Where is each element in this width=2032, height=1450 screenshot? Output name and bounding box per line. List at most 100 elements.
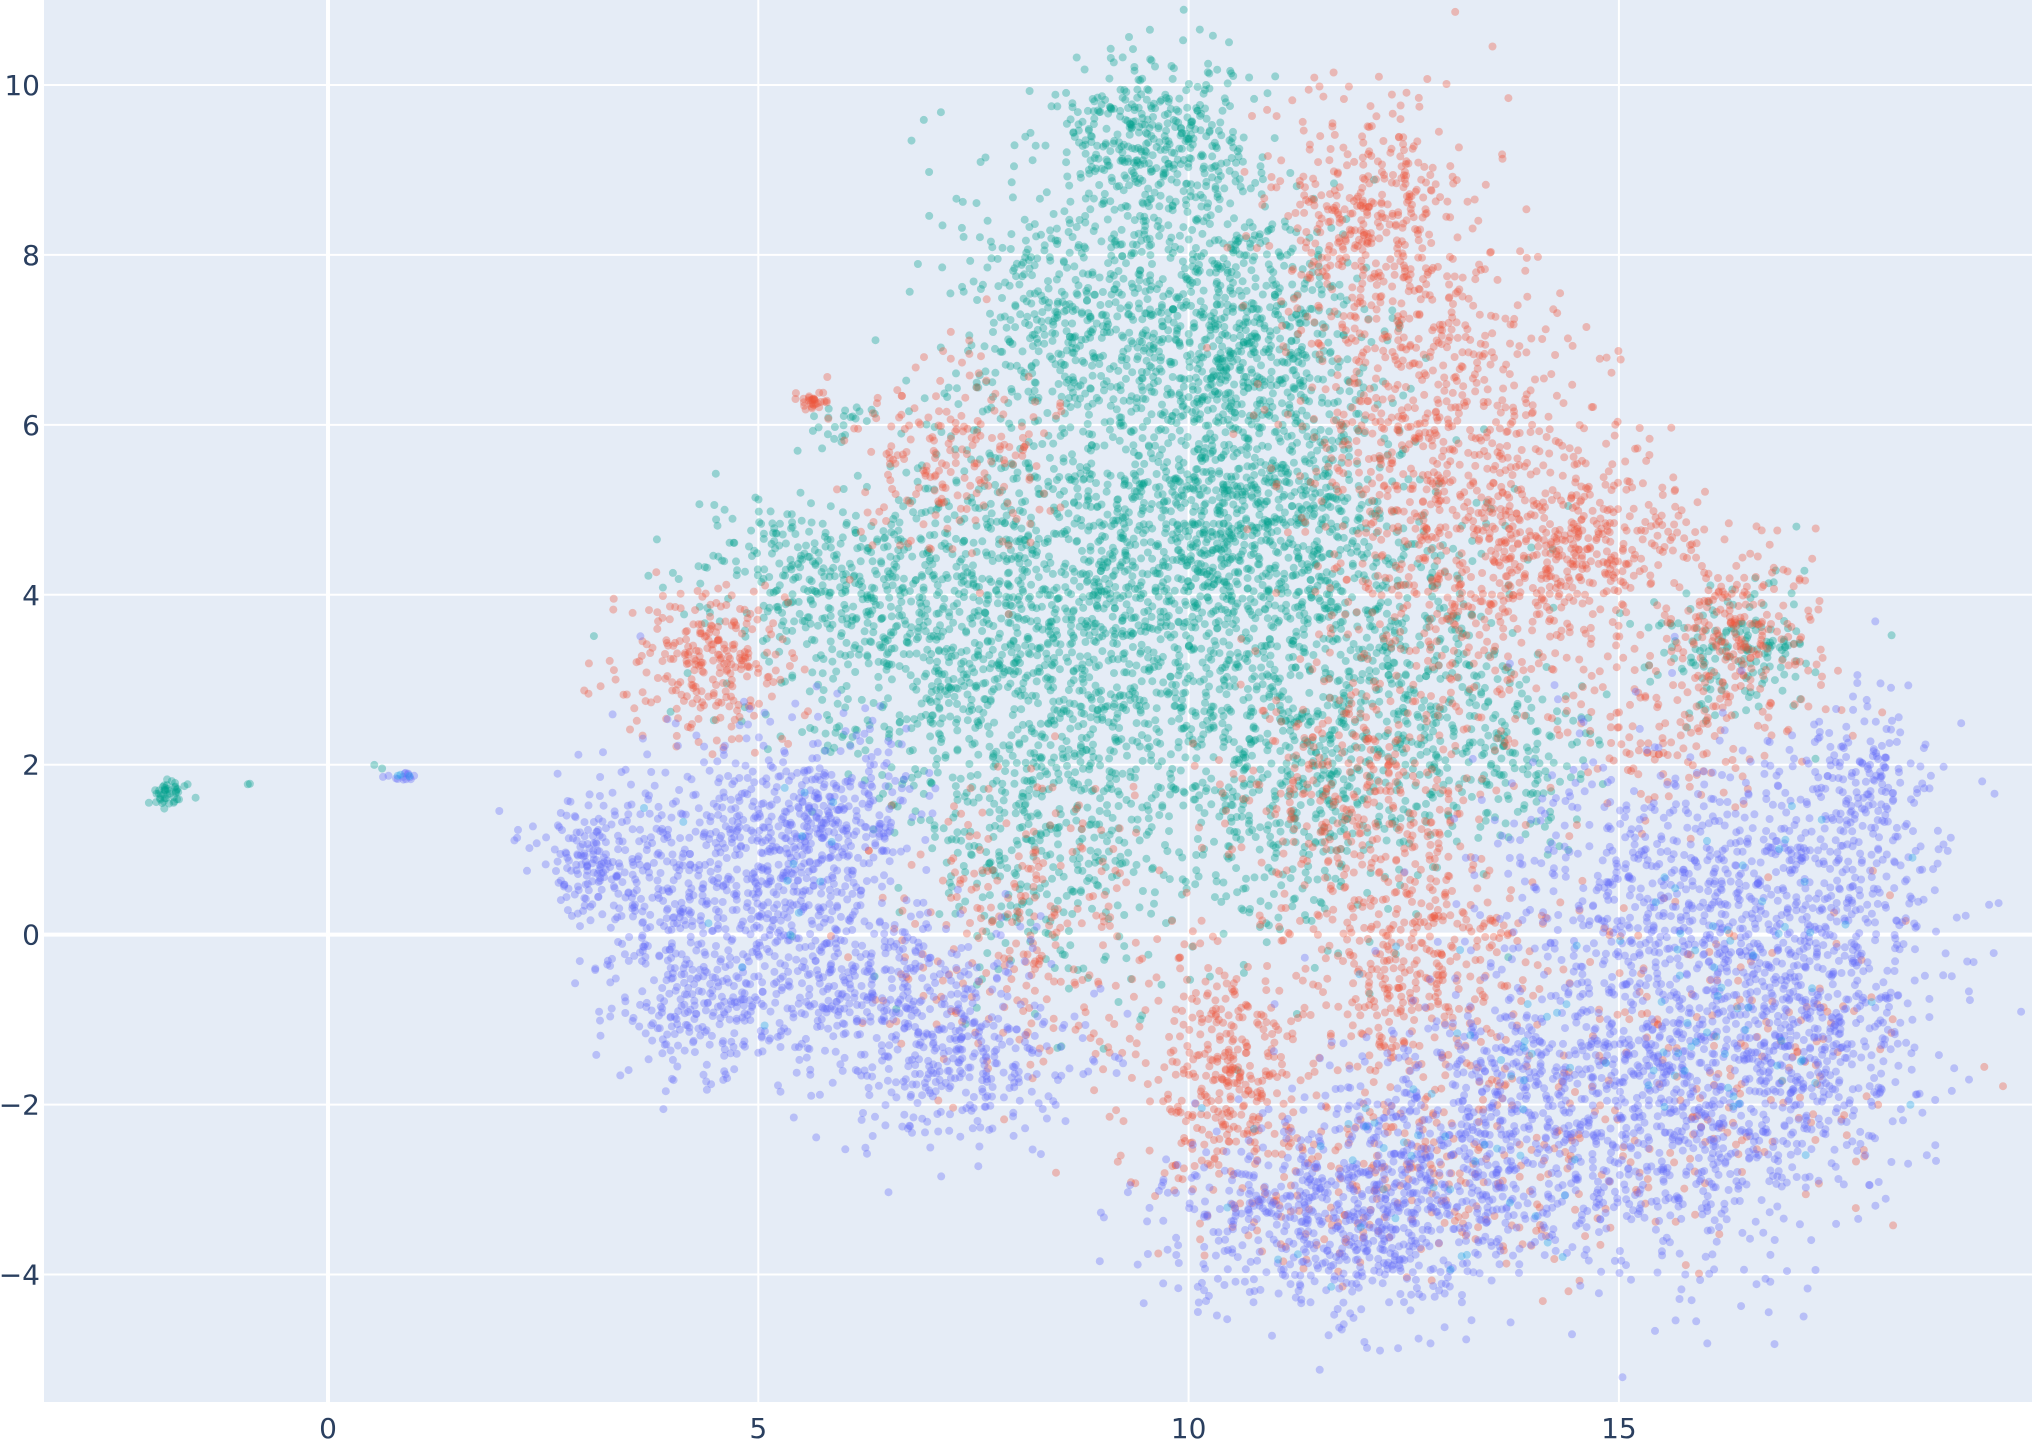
data-point [1305, 688, 1314, 697]
data-point [1109, 702, 1118, 711]
data-point [1270, 134, 1279, 143]
data-point [1290, 354, 1298, 363]
data-point [1110, 285, 1119, 294]
data-point [1221, 620, 1230, 629]
data-point [1357, 333, 1366, 342]
data-point [1221, 447, 1230, 456]
data-point [652, 535, 661, 544]
data-point [1177, 124, 1186, 133]
data-point [1229, 349, 1238, 358]
data-point [1068, 319, 1077, 328]
data-point [695, 500, 704, 509]
data-point [1104, 109, 1113, 118]
data-point [1159, 292, 1168, 301]
data-point [1265, 537, 1274, 546]
data-point [1290, 736, 1299, 745]
data-point [1088, 904, 1096, 913]
data-point [1146, 55, 1155, 64]
data-point [818, 581, 827, 590]
data-point [1055, 490, 1064, 499]
data-point [808, 668, 817, 677]
data-point [1106, 147, 1115, 156]
data-point [1169, 160, 1178, 169]
data-point [1125, 301, 1134, 310]
data-point [1199, 568, 1208, 576]
data-point [1235, 325, 1244, 334]
data-point [1190, 319, 1198, 328]
data-point [1105, 364, 1114, 373]
data-point [1163, 630, 1172, 639]
data-point [1231, 408, 1239, 417]
data-point [1163, 384, 1172, 393]
data-point [1343, 355, 1352, 364]
data-point [998, 517, 1007, 526]
data-point [1103, 157, 1112, 166]
data-point [1181, 753, 1190, 762]
data-point [1309, 456, 1318, 465]
data-point [1263, 497, 1272, 506]
data-point [1061, 319, 1070, 328]
data-point [883, 662, 892, 671]
data-point [1213, 624, 1222, 632]
data-point [912, 649, 921, 658]
data-point [1114, 366, 1123, 375]
data-point [1210, 259, 1219, 268]
data-point [1136, 266, 1144, 275]
data-point [1170, 599, 1179, 608]
data-point [1044, 303, 1053, 312]
data-point [1061, 559, 1070, 568]
data-point [1220, 184, 1229, 193]
data-point [1285, 404, 1294, 412]
data-point [1205, 321, 1214, 330]
data-point [1179, 36, 1188, 45]
data-point [1125, 119, 1134, 128]
data-point [1166, 672, 1175, 681]
data-point [1256, 162, 1265, 171]
data-point [985, 575, 994, 584]
data-point [1188, 278, 1197, 287]
data-point [1328, 436, 1337, 445]
data-point [817, 588, 826, 597]
data-point [1074, 120, 1083, 129]
data-point [658, 583, 667, 592]
data-point [957, 223, 966, 232]
data-point [1003, 555, 1012, 563]
data-point [821, 528, 830, 537]
data-point [899, 650, 908, 659]
data-point [1193, 214, 1202, 223]
data-point [1034, 699, 1042, 708]
data-point [1128, 144, 1137, 153]
data-point [926, 715, 935, 724]
data-point [1186, 192, 1195, 201]
data-point [1061, 583, 1070, 592]
data-point [1184, 163, 1193, 172]
data-point [885, 593, 894, 602]
data-point [1165, 162, 1174, 171]
data-point [1082, 745, 1091, 754]
data-point [957, 665, 965, 674]
data-point [1247, 566, 1255, 575]
data-point [944, 836, 953, 845]
data-point [1257, 536, 1266, 545]
data-point [1237, 291, 1246, 300]
data-point [1300, 393, 1309, 402]
data-point [1021, 641, 1030, 650]
data-point [1187, 118, 1195, 127]
data-point [932, 554, 940, 563]
data-point [1157, 96, 1166, 105]
data-point [1183, 103, 1192, 112]
data-point [1155, 347, 1163, 356]
data-point [1258, 290, 1267, 299]
data-point [1164, 159, 1173, 168]
data-point [1096, 107, 1105, 116]
data-point [1145, 383, 1154, 392]
data-point [1338, 617, 1347, 626]
data-point [1214, 320, 1222, 329]
data-point [1193, 364, 1202, 373]
data-point [1270, 513, 1279, 522]
data-point [919, 621, 928, 630]
data-point [1156, 191, 1165, 200]
data-point [1237, 506, 1246, 515]
data-point [1310, 504, 1319, 513]
